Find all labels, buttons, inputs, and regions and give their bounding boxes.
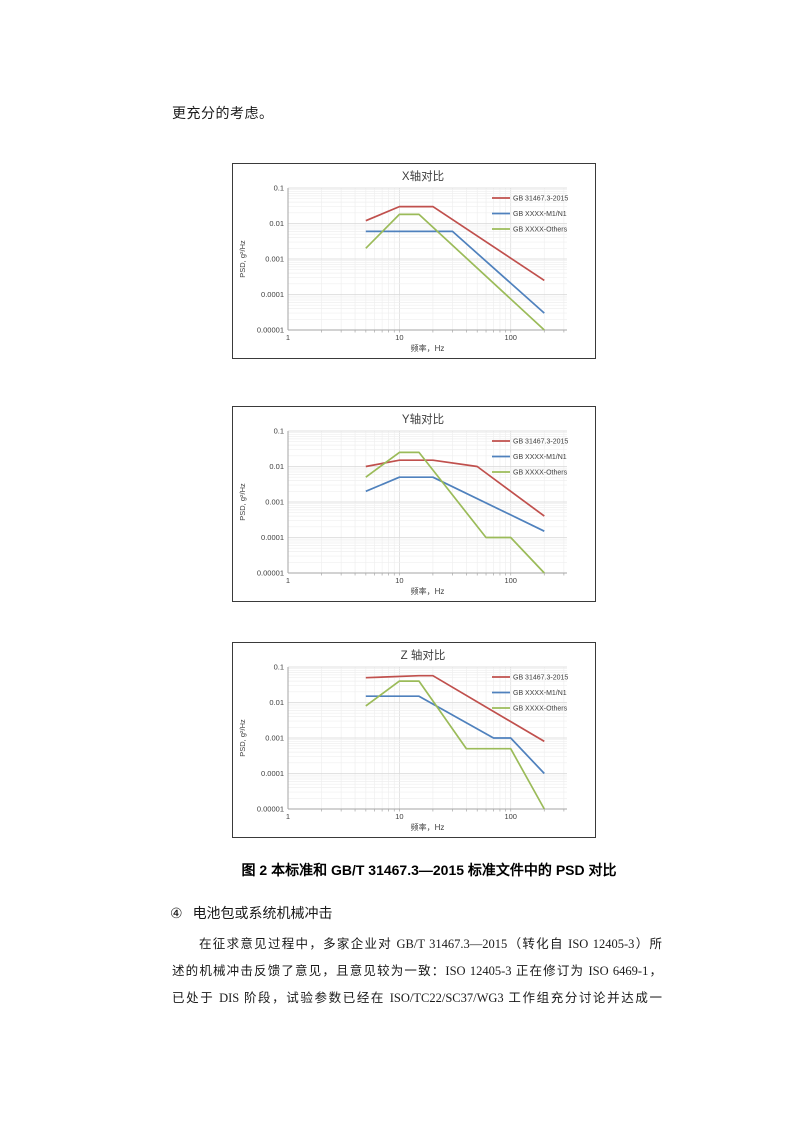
svg-text:10: 10	[395, 576, 403, 585]
svg-text:0.00001: 0.00001	[257, 569, 284, 578]
chart-z-axis-psd-comparison: 0.1 0.01 0.001 0.0001 0.00001 1 10 100 频率，Hz PSD,…	[232, 642, 596, 838]
svg-text:GB XXXX-Others: GB XXXX-Others	[513, 470, 568, 477]
svg-text:Z 轴对比: Z 轴对比	[401, 648, 446, 662]
svg-text:100: 100	[504, 576, 517, 585]
svg-text:0.01: 0.01	[269, 462, 284, 471]
svg-text:Y轴对比: Y轴对比	[402, 412, 444, 426]
svg-text:0.00001: 0.00001	[257, 326, 284, 335]
paragraph-line: 述的机械冲击反馈了意见，且意见较为一致：ISO 12405-3 正在修订为 IS…	[172, 964, 662, 978]
svg-text:GB XXXX-M1/N1: GB XXXX-M1/N1	[513, 211, 567, 218]
svg-text:X轴对比: X轴对比	[402, 169, 444, 183]
svg-text:100: 100	[504, 333, 517, 342]
figure-caption: 图 2 本标准和 GB/T 31467.3—2015 标准文件中的 PSD 对比	[241, 862, 617, 878]
svg-text:0.00001: 0.00001	[257, 805, 284, 814]
svg-text:0.01: 0.01	[269, 219, 284, 228]
list-item-battery-shock: ④ 电池包或系统机械冲击	[170, 903, 333, 923]
svg-text:0.0001: 0.0001	[261, 290, 284, 299]
svg-text:GB XXXX-Others: GB XXXX-Others	[513, 706, 568, 713]
svg-text:10: 10	[395, 333, 403, 342]
svg-text:0.0001: 0.0001	[261, 769, 284, 778]
svg-text:0.001: 0.001	[265, 498, 284, 507]
svg-text:1: 1	[286, 812, 290, 821]
list-item-marker: ④	[170, 907, 183, 922]
chart-x-axis-psd-comparison: 0.1 0.01 0.001 0.0001 0.00001 1 10 100 频率，Hz PSD,…	[232, 163, 596, 359]
svg-text:GB 31467.3-2015: GB 31467.3-2015	[513, 439, 568, 446]
svg-text:0.1: 0.1	[274, 663, 284, 672]
svg-text:PSD, g²/Hz: PSD, g²/Hz	[238, 719, 247, 757]
svg-text:频率，Hz: 频率，Hz	[411, 822, 445, 832]
body-paragraph: 在征求意见过程中，多家企业对 GB/T 31467.3—2015（转化自 ISO…	[172, 931, 662, 1012]
svg-text:0.1: 0.1	[274, 427, 284, 436]
list-item-title: 电池包或系统机械冲击	[192, 907, 333, 922]
svg-text:1: 1	[286, 576, 290, 585]
svg-text:GB 31467.3-2015: GB 31467.3-2015	[513, 196, 568, 203]
svg-text:1: 1	[286, 333, 290, 342]
svg-text:GB XXXX-M1/N1: GB XXXX-M1/N1	[513, 454, 567, 461]
paragraph-line: 已处于 DIS 阶段，试验参数已经在 ISO/TC22/SC37/WG3 工作组…	[172, 991, 662, 1005]
svg-text:GB XXXX-Others: GB XXXX-Others	[513, 227, 568, 234]
paragraph-line: 在征求意见过程中，多家企业对 GB/T 31467.3—2015（转化自 ISO…	[199, 937, 662, 951]
svg-text:0.01: 0.01	[269, 698, 284, 707]
svg-text:PSD, g²/Hz: PSD, g²/Hz	[238, 240, 247, 278]
svg-text:0.001: 0.001	[265, 734, 284, 743]
svg-text:0.001: 0.001	[265, 255, 284, 264]
svg-text:GB XXXX-M1/N1: GB XXXX-M1/N1	[513, 690, 567, 697]
svg-text:100: 100	[504, 812, 517, 821]
svg-text:GB 31467.3-2015: GB 31467.3-2015	[513, 675, 568, 682]
intro-text: 更充分的考虑。	[172, 107, 274, 122]
svg-text:PSD, g²/Hz: PSD, g²/Hz	[238, 483, 247, 521]
svg-text:频率，Hz: 频率，Hz	[411, 586, 445, 596]
svg-text:频率，Hz: 频率，Hz	[411, 343, 445, 353]
svg-text:0.1: 0.1	[274, 184, 284, 193]
svg-text:0.0001: 0.0001	[261, 533, 284, 542]
svg-text:10: 10	[395, 812, 403, 821]
chart-y-axis-psd-comparison: 0.1 0.01 0.001 0.0001 0.00001 1 10 100 频率，Hz PSD,…	[232, 406, 596, 602]
